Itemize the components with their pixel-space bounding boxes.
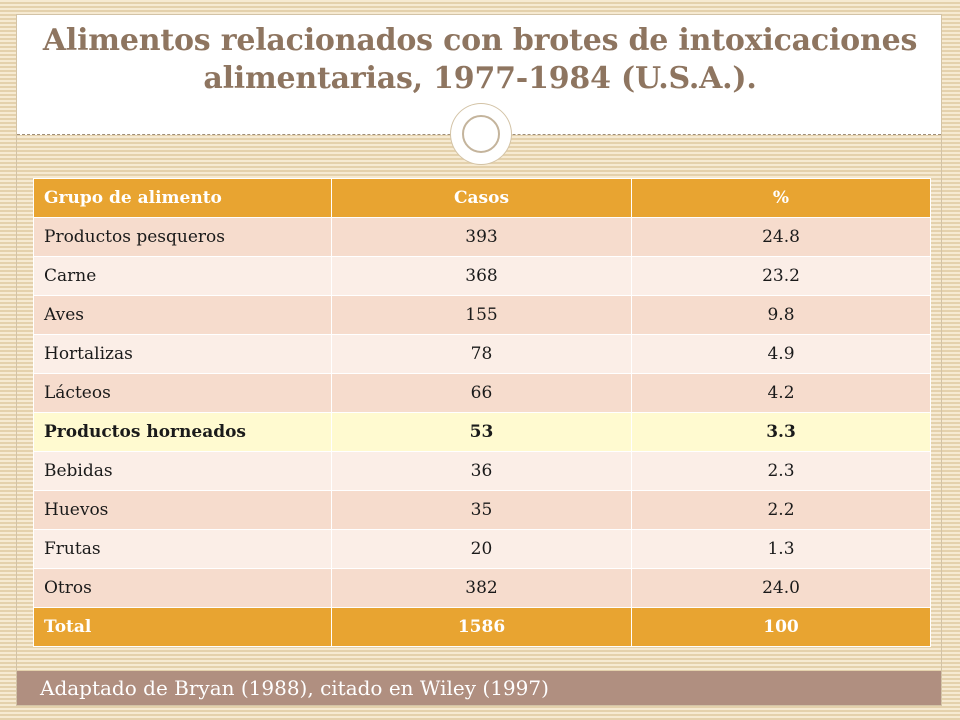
total-percent: 100 xyxy=(631,607,931,647)
percent-cell: 1.3 xyxy=(631,529,931,569)
cases-cell: 78 xyxy=(331,334,632,374)
percent-cell: 3.3 xyxy=(631,412,931,452)
percent-cell: 23.2 xyxy=(631,256,931,296)
cases-cell: 53 xyxy=(331,412,632,452)
food-group-cell: Lácteos xyxy=(33,373,332,413)
percent-cell: 2.2 xyxy=(631,490,931,530)
header-cases: Casos xyxy=(331,178,632,218)
percent-cell: 9.8 xyxy=(631,295,931,335)
table-header-row: Grupo de alimento Casos % xyxy=(33,178,931,218)
table-row: Productos pesqueros 393 24.8 xyxy=(33,217,931,257)
source-note: Adaptado de Bryan (1988), citado en Wile… xyxy=(40,676,549,700)
food-group-cell: Productos horneados xyxy=(33,412,332,452)
cases-cell: 155 xyxy=(331,295,632,335)
table-row: Bebidas 36 2.3 xyxy=(33,451,931,491)
table-row: Hortalizas 78 4.9 xyxy=(33,334,931,374)
table-row: Huevos 35 2.2 xyxy=(33,490,931,530)
cases-cell: 368 xyxy=(331,256,632,296)
cases-cell: 20 xyxy=(331,529,632,569)
header-percent: % xyxy=(631,178,931,218)
food-group-cell: Bebidas xyxy=(33,451,332,491)
cases-cell: 382 xyxy=(331,568,632,608)
cases-cell: 393 xyxy=(331,217,632,257)
cases-cell: 35 xyxy=(331,490,632,530)
food-group-cell: Aves xyxy=(33,295,332,335)
food-group-cell: Hortalizas xyxy=(33,334,332,374)
food-outbreak-table: Grupo de alimento Casos % Productos pesq… xyxy=(33,178,931,647)
header-food-group: Grupo de alimento xyxy=(33,178,332,218)
table-row: Frutas 20 1.3 xyxy=(33,529,931,569)
table-row-highlighted: Productos horneados 53 3.3 xyxy=(33,412,931,452)
percent-cell: 4.9 xyxy=(631,334,931,374)
table-total-row: Total 1586 100 xyxy=(33,607,931,647)
table-row: Carne 368 23.2 xyxy=(33,256,931,296)
total-label: Total xyxy=(33,607,332,647)
percent-cell: 2.3 xyxy=(631,451,931,491)
percent-cell: 24.0 xyxy=(631,568,931,608)
cases-cell: 36 xyxy=(331,451,632,491)
circle-ornament xyxy=(451,104,511,164)
table-row: Lácteos 66 4.2 xyxy=(33,373,931,413)
food-group-cell: Huevos xyxy=(33,490,332,530)
cases-cell: 66 xyxy=(331,373,632,413)
percent-cell: 4.2 xyxy=(631,373,931,413)
total-cases: 1586 xyxy=(331,607,632,647)
food-group-cell: Productos pesqueros xyxy=(33,217,332,257)
food-group-cell: Carne xyxy=(33,256,332,296)
food-group-cell: Frutas xyxy=(33,529,332,569)
slide-title: Alimentos relacionados con brotes de int… xyxy=(42,23,918,96)
percent-cell: 24.8 xyxy=(631,217,931,257)
table-row: Otros 382 24.0 xyxy=(33,568,931,608)
footer-bar xyxy=(17,671,941,705)
slide-frame xyxy=(16,14,942,706)
food-group-cell: Otros xyxy=(33,568,332,608)
table-row: Aves 155 9.8 xyxy=(33,295,931,335)
